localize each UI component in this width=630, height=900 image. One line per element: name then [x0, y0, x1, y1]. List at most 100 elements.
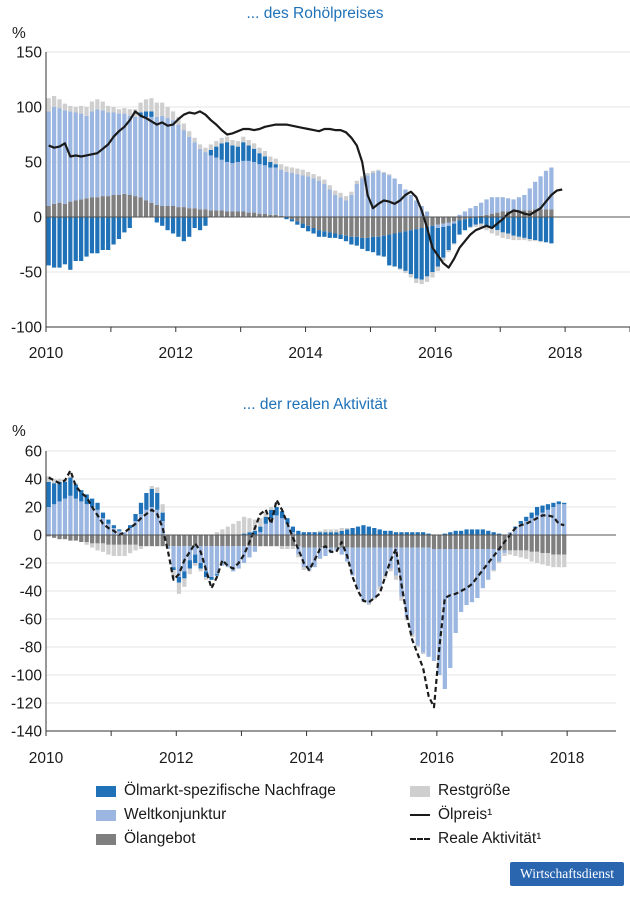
bar-oilmarket — [435, 228, 440, 267]
bar-residual — [366, 603, 371, 605]
bar-oilmarket — [247, 532, 252, 535]
bar-oilmarket — [170, 217, 176, 234]
bar-oilmarket — [203, 217, 208, 226]
bar-global — [296, 546, 301, 555]
bar-oilmarket — [122, 217, 127, 233]
bar-global — [252, 546, 258, 552]
bar-supply — [469, 535, 475, 549]
bar-residual — [446, 250, 451, 253]
bar-residual — [491, 570, 496, 572]
bar-global — [241, 546, 247, 563]
bar-oilmarket — [171, 567, 176, 570]
bar-residual — [511, 235, 516, 241]
bar-residual — [534, 551, 540, 563]
bar-residual — [343, 196, 349, 201]
bar-global — [451, 221, 457, 224]
bar-residual — [193, 563, 198, 566]
bar-residual — [524, 550, 529, 559]
bar-supply — [273, 214, 278, 217]
bar-supply — [551, 535, 556, 555]
y-tick-label: 60 — [25, 444, 43, 461]
bar-supply — [193, 535, 198, 547]
bar-residual — [84, 542, 89, 545]
bar-supply — [370, 217, 376, 237]
bar-supply — [491, 535, 496, 549]
bar-supply — [312, 535, 317, 548]
bar-supply — [496, 535, 502, 551]
bar-residual — [73, 107, 78, 113]
bar-oilmarket — [511, 217, 516, 236]
bar-global — [290, 532, 296, 535]
legend-item-residual: Restgröße — [410, 782, 510, 800]
bar-oilmarket — [57, 481, 62, 502]
bar-supply — [106, 535, 111, 545]
bar-oilmarket — [89, 217, 95, 254]
bar-residual — [268, 156, 273, 162]
x-tick-label: 2018 — [550, 750, 584, 767]
bar-residual — [285, 546, 290, 549]
bar-global — [165, 118, 170, 206]
bar-residual — [149, 98, 154, 112]
bar-residual — [57, 99, 62, 109]
bar-supply — [462, 217, 468, 220]
bar-residual — [516, 236, 522, 241]
bar-residual — [257, 147, 262, 154]
y-unit-label-1: % — [12, 25, 26, 42]
bar-residual — [214, 141, 219, 147]
bar-oilmarket — [73, 217, 78, 261]
bar-residual — [403, 270, 408, 274]
bar-residual — [235, 141, 240, 147]
bar-oilmarket — [257, 153, 262, 165]
bar-global — [464, 549, 469, 605]
bar-residual — [354, 180, 359, 184]
bar-residual — [479, 223, 484, 227]
bar-supply — [381, 217, 386, 236]
bar-oilmarket — [441, 226, 446, 258]
bar-residual — [273, 158, 278, 165]
bar-oilmarket — [155, 493, 160, 510]
bar-global — [193, 546, 198, 555]
bar-global — [376, 170, 381, 217]
bar-supply — [79, 199, 84, 217]
bar-residual — [365, 173, 370, 176]
bar-global — [556, 504, 561, 535]
bar-oilmarket — [57, 217, 62, 268]
bar-residual — [506, 233, 511, 239]
bar-oilmarket — [160, 217, 165, 226]
bar-oilmarket — [334, 532, 339, 535]
bar-supply — [495, 212, 500, 217]
bar-oilmarket — [273, 164, 278, 168]
bar-oilmarket — [165, 217, 170, 231]
bar-supply — [513, 535, 518, 551]
bar-residual — [127, 544, 133, 554]
bar-residual — [224, 136, 230, 143]
bar-oilmarket — [486, 530, 491, 535]
bar-residual — [231, 523, 236, 535]
bar-supply — [171, 535, 176, 547]
x-tick-label: 2012 — [159, 750, 193, 767]
bar-global — [116, 113, 122, 195]
y-tick-label: -100 — [11, 668, 42, 685]
bar-oilmarket — [562, 502, 567, 505]
bar-global — [506, 198, 511, 212]
bar-oilmarket — [176, 577, 182, 583]
bar-oilmarket — [224, 142, 230, 162]
bar-supply — [127, 195, 132, 217]
bar-oilmarket — [100, 217, 105, 250]
bar-oilmarket — [311, 228, 316, 234]
bar-residual — [316, 176, 322, 181]
bar-oilmarket — [506, 217, 511, 234]
bar-residual — [122, 544, 127, 556]
bar-residual — [381, 171, 386, 173]
bar-oilmarket — [176, 217, 181, 237]
bar-global — [176, 124, 181, 208]
bar-supply — [182, 535, 187, 547]
bar-residual — [111, 544, 116, 556]
bar-oilmarket — [350, 528, 355, 535]
bar-global — [171, 546, 176, 568]
bar-supply — [197, 209, 203, 217]
bar-global — [262, 165, 268, 214]
bar-global — [435, 224, 440, 228]
bar-oilmarket — [381, 235, 386, 257]
bar-global — [73, 498, 78, 535]
